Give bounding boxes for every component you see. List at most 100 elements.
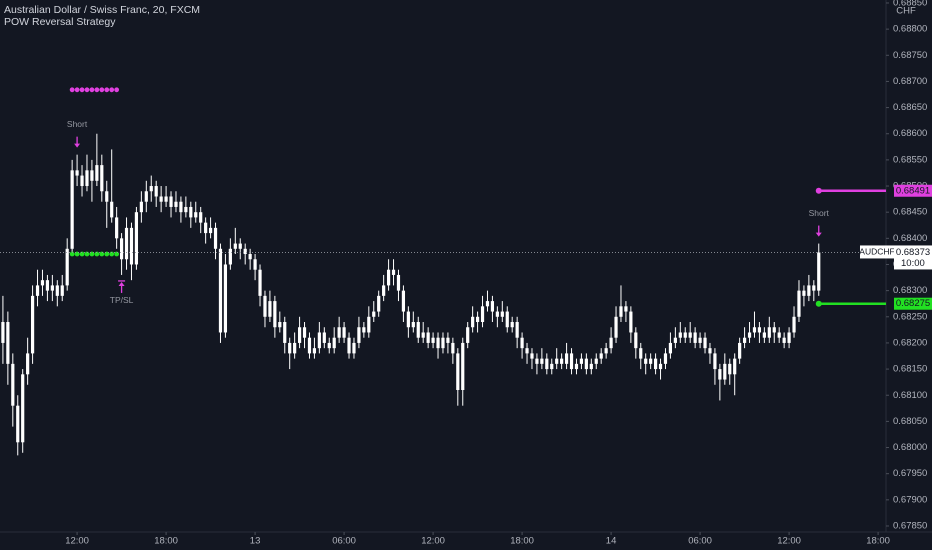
candle-body (223, 264, 228, 333)
level-label: 0.68491 (896, 185, 930, 196)
candle-body (653, 358, 658, 370)
candle-body (742, 337, 747, 343)
x-tick-label: 18:00 (866, 536, 890, 547)
candle-body (11, 363, 15, 406)
candle-body (189, 206, 193, 218)
candle-body (238, 243, 242, 249)
candle-body (797, 290, 801, 317)
candle-body (342, 327, 346, 338)
candle-body (431, 337, 435, 343)
candle-body (757, 327, 762, 333)
last-price-label: 0.68373 (896, 247, 930, 258)
candle-body (273, 301, 277, 328)
y-tick-label: 0.68150 (893, 364, 927, 375)
level-box (894, 297, 932, 310)
candle-body (678, 332, 682, 338)
candle-body (792, 316, 796, 333)
candle-body (673, 337, 677, 343)
candle-body (787, 332, 791, 343)
indicator-dot (114, 87, 120, 93)
x-tick-label: 12:00 (777, 536, 801, 547)
candle-body (629, 311, 633, 333)
candle-body (401, 290, 406, 312)
annotation-arrowhead (74, 143, 81, 148)
y-tick-label: 0.68450 (893, 207, 927, 218)
last-price-box (894, 245, 932, 270)
y-tick-label: 0.68850 (893, 0, 927, 8)
candle-body (520, 337, 524, 349)
candle-body (609, 337, 613, 349)
candle-body (574, 363, 579, 370)
candle-body (26, 353, 30, 375)
candle-body (535, 358, 539, 364)
candle-body (372, 311, 376, 317)
y-tick-label: 0.68650 (893, 102, 927, 113)
candle-body (752, 327, 757, 333)
candle-body (713, 353, 717, 370)
candle-body (545, 358, 549, 370)
indicator-dot (99, 87, 105, 93)
candle-body (406, 311, 410, 328)
candle-body (550, 363, 554, 370)
candle-body (307, 337, 312, 354)
candle-body (60, 285, 64, 296)
candle-body (352, 342, 356, 354)
candle-body (21, 374, 25, 443)
candle-body (807, 285, 811, 296)
indicator-dot (99, 251, 105, 257)
chart-title: Australian Dollar / Swiss Franc, 20, FXC… (4, 4, 200, 16)
last-time-label: 10:00 (901, 258, 925, 269)
x-tick-label: 14 (606, 536, 617, 547)
x-tick-label: 12:00 (65, 536, 89, 547)
y-tick-label: 0.68600 (893, 128, 927, 139)
y-tick-label: 0.68000 (893, 442, 927, 453)
candle-body (253, 259, 257, 270)
candle-body (35, 285, 40, 296)
x-tick-label: 18:00 (510, 536, 534, 547)
candle-body (110, 201, 114, 218)
candle-body (119, 238, 124, 260)
candle-body (802, 290, 806, 296)
candle-body (451, 342, 455, 354)
candle-body (411, 322, 415, 328)
candle-body (569, 353, 574, 370)
candle-body (421, 332, 425, 338)
candle-body (258, 269, 262, 296)
candle-body (540, 358, 544, 364)
candle-body (367, 316, 371, 333)
candle-body (6, 322, 10, 364)
candle-body (194, 212, 198, 218)
candle-body (134, 212, 139, 265)
candle-body (812, 285, 816, 291)
candle-body (357, 327, 361, 343)
candle-body (490, 301, 495, 312)
candle-body (95, 165, 99, 181)
candle-body (337, 327, 341, 338)
candle-body (268, 301, 272, 317)
candle-body (515, 322, 519, 338)
candle-body (579, 358, 584, 364)
candle-body (45, 280, 50, 291)
x-tick-label: 12:00 (421, 536, 445, 547)
indicator-dot (84, 251, 90, 257)
candle-body (683, 332, 687, 338)
candle-body (624, 306, 628, 312)
candle-body (179, 201, 183, 213)
annotation-label: Short (67, 119, 88, 129)
candle-body (278, 322, 282, 328)
indicator-dot (69, 87, 75, 93)
candle-body (139, 201, 143, 213)
candle-body (708, 348, 712, 354)
y-tick-label: 0.67900 (893, 494, 927, 505)
currency-label: CHF (896, 6, 916, 17)
candle-body (85, 170, 89, 187)
candle-body (782, 337, 786, 343)
candle-body (466, 327, 470, 343)
annotation-arrowhead (118, 281, 125, 286)
candle-body (639, 348, 643, 359)
level-label: 0.68275 (896, 298, 930, 309)
candle-body (312, 348, 317, 354)
candle-body (589, 363, 593, 370)
indicator-dot (89, 87, 95, 93)
